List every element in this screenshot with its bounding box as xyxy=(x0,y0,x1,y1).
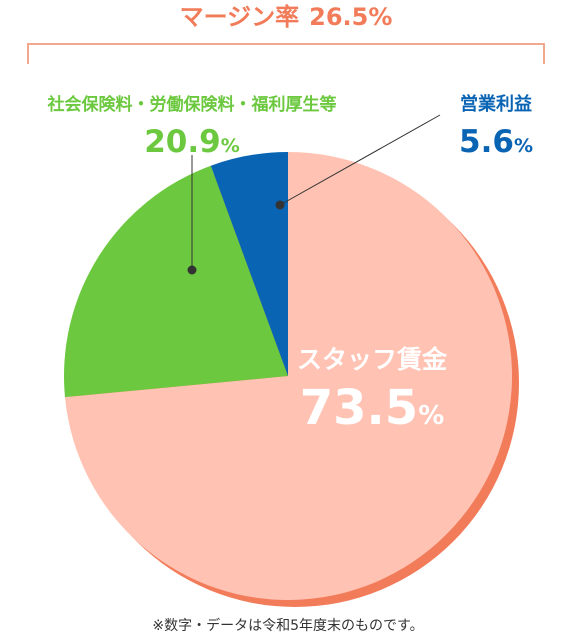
value-staff-wages-percent: % xyxy=(418,401,444,431)
margin-rate-value: 26.5 xyxy=(309,3,368,31)
value-operating-profit: 5.6% xyxy=(459,124,533,160)
value-social-insurance-number: 20.9 xyxy=(144,124,221,160)
value-operating-profit-number: 5.6 xyxy=(459,124,514,160)
leader-lines xyxy=(187,114,441,275)
label-staff-wages: スタッフ賃金 xyxy=(297,345,448,374)
value-operating-profit-percent: % xyxy=(514,135,533,157)
value-staff-wages-number: 73.5 xyxy=(300,380,418,436)
value-social-insurance-percent: % xyxy=(221,135,240,157)
leader-dot-operating-profit xyxy=(275,200,285,210)
margin-bracket-line xyxy=(27,43,545,64)
slice-labels: 社会保険料・労働保険料・福利厚生等 20.9% 営業利益 5.6% スタッフ賃金… xyxy=(47,93,533,436)
label-social-insurance: 社会保険料・労働保険料・福利厚生等 xyxy=(47,94,337,115)
margin-rate-label: マージン率 26.5% xyxy=(180,3,393,31)
pie-slice-social-insurance xyxy=(63,165,288,398)
pie xyxy=(63,152,519,607)
pie-slice-staff-wages xyxy=(64,152,512,600)
footnote: ※数字・データは令和5年度末のものです。 xyxy=(152,617,423,634)
value-social-insurance: 20.9% xyxy=(144,124,240,160)
value-staff-wages: 73.5% xyxy=(300,380,445,436)
label-operating-profit: 営業利益 xyxy=(460,93,532,115)
margin-bracket: マージン率 26.5% xyxy=(27,3,545,64)
leader-line-operating-profit xyxy=(279,114,441,206)
leader-dot-social-insurance xyxy=(187,265,197,275)
pie-slice-operating-profit xyxy=(210,152,288,376)
margin-rate-text: マージン率 xyxy=(180,3,300,31)
margin-rate-percent: % xyxy=(368,3,392,31)
